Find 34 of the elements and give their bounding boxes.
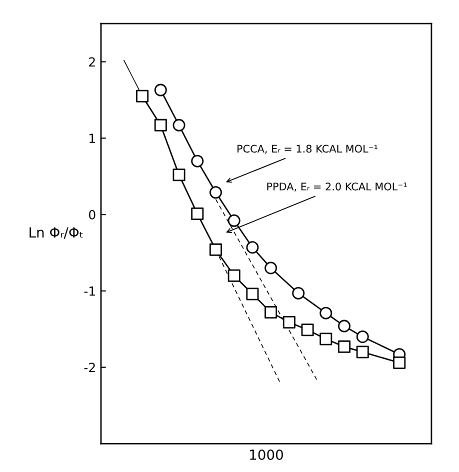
point	[246, 241, 259, 254]
point	[136, 90, 149, 102]
point	[338, 320, 350, 332]
point	[282, 316, 296, 328]
annotation: PPDA, Eᵣ = 2.0 KCAL MOL⁻¹	[267, 182, 407, 192]
point	[154, 84, 167, 96]
point	[209, 186, 222, 199]
point	[320, 306, 332, 320]
y-tick-label: 1	[90, 134, 95, 143]
point	[393, 356, 406, 369]
point	[356, 330, 369, 343]
point	[172, 168, 186, 182]
point	[264, 306, 278, 319]
annotation: PCCA, Eᵣ = 1.8 KCAL MOL⁻¹	[238, 144, 378, 154]
y-tick-label: 2	[89, 57, 95, 67]
point	[209, 243, 222, 256]
point	[338, 340, 350, 353]
y-tick-label: -2	[84, 362, 95, 372]
point	[301, 324, 314, 336]
point	[356, 346, 369, 358]
point	[228, 269, 240, 282]
y-tick-label: -1	[84, 286, 95, 296]
point	[246, 288, 259, 300]
y-tick-label: 0	[88, 210, 96, 220]
point	[264, 262, 278, 274]
y-axis-title: Ln Φᵣ/Φₜ	[30, 227, 83, 239]
point	[320, 332, 332, 346]
point	[154, 118, 167, 132]
point	[228, 214, 240, 227]
point	[191, 208, 204, 220]
point	[292, 286, 305, 300]
x-axis-title: 1000	[250, 449, 283, 460]
point	[191, 154, 204, 168]
point	[172, 118, 186, 132]
